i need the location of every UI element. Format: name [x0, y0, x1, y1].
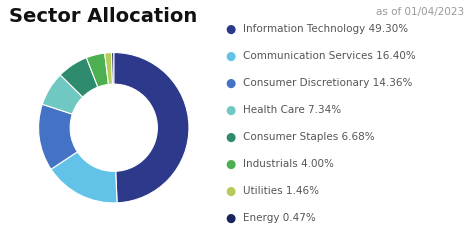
Text: Health Care 7.34%: Health Care 7.34% — [243, 105, 341, 115]
Wedge shape — [111, 53, 114, 84]
Wedge shape — [60, 58, 98, 97]
Wedge shape — [51, 152, 117, 203]
Text: ●: ● — [225, 49, 236, 62]
Wedge shape — [105, 53, 112, 84]
Text: Energy 0.47%: Energy 0.47% — [243, 213, 316, 223]
Text: as of 01/04/2023: as of 01/04/2023 — [376, 7, 465, 17]
Text: ●: ● — [225, 211, 236, 224]
Text: Information Technology 49.30%: Information Technology 49.30% — [243, 24, 408, 34]
Text: Sector Allocation: Sector Allocation — [9, 7, 198, 26]
Text: Utilities 1.46%: Utilities 1.46% — [243, 186, 319, 196]
Text: Consumer Staples 6.68%: Consumer Staples 6.68% — [243, 132, 375, 142]
Text: Consumer Discretionary 14.36%: Consumer Discretionary 14.36% — [243, 78, 412, 88]
Text: ●: ● — [225, 157, 236, 170]
Text: ●: ● — [225, 130, 236, 143]
Text: Industrials 4.00%: Industrials 4.00% — [243, 159, 334, 169]
Wedge shape — [86, 53, 109, 87]
Wedge shape — [42, 75, 82, 114]
Text: ●: ● — [225, 76, 236, 89]
Wedge shape — [114, 53, 189, 203]
Text: Communication Services 16.40%: Communication Services 16.40% — [243, 51, 416, 61]
Wedge shape — [38, 104, 77, 169]
Text: ●: ● — [225, 103, 236, 116]
Text: ●: ● — [225, 22, 236, 35]
Text: ●: ● — [225, 184, 236, 197]
